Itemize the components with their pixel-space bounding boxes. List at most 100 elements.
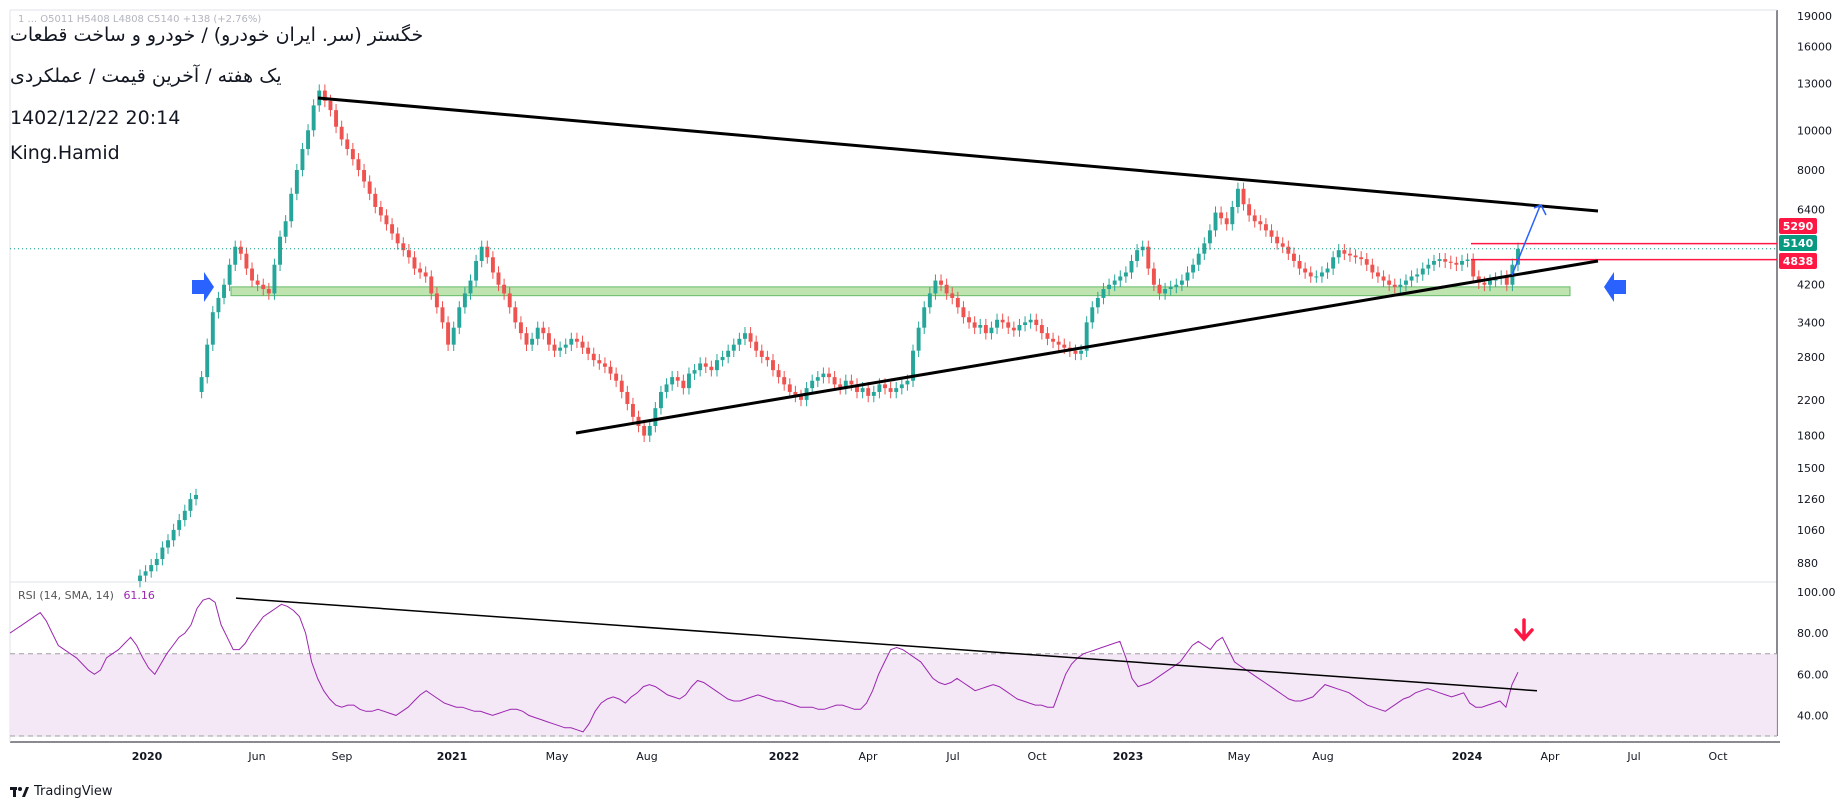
candle-body	[350, 149, 355, 160]
candle-body	[434, 293, 439, 308]
candle-body	[311, 105, 316, 131]
candle-body	[1151, 268, 1156, 285]
candle-body	[194, 494, 198, 500]
candle-body	[182, 510, 187, 521]
candle-body	[255, 280, 260, 285]
rsi-tick-label: 40.00	[1797, 709, 1829, 722]
candle-body	[395, 233, 400, 244]
candle-body	[810, 380, 815, 389]
candle-body	[205, 344, 210, 378]
rsi-band	[10, 653, 1777, 736]
candle-body	[832, 377, 837, 385]
candle-body	[1174, 284, 1179, 287]
candle-body	[630, 403, 635, 417]
candle-body	[1062, 344, 1067, 348]
candle-body	[468, 280, 473, 294]
candle-body	[278, 236, 283, 265]
candle-body	[1241, 188, 1246, 205]
candle-body	[602, 363, 607, 367]
price-tick-label: 10000	[1797, 124, 1832, 137]
candle-body	[1000, 319, 1005, 323]
candle-body	[1213, 212, 1218, 231]
candle-body	[983, 325, 988, 334]
candle-body	[995, 319, 1000, 328]
candle-body	[1375, 272, 1380, 277]
candle-body	[1516, 248, 1520, 265]
rsi-pane: 100.00 80.00 60.00 40.00	[9, 586, 1836, 737]
candle-body	[233, 246, 238, 265]
candle-body	[1185, 272, 1190, 281]
candle-body	[580, 341, 585, 348]
candle-body	[1342, 250, 1347, 254]
candle-body	[754, 341, 759, 351]
time-tick-label: 2022	[769, 750, 800, 763]
projection-arrow-head	[1533, 204, 1547, 216]
price-tick-label: 16000	[1797, 41, 1832, 54]
candle-body	[1465, 259, 1470, 261]
candle-body	[1364, 259, 1369, 265]
arrow-left-icon	[1604, 272, 1626, 302]
candle-body	[412, 257, 417, 269]
price-badge	[1779, 235, 1817, 251]
candle-body	[703, 363, 708, 367]
candle-body	[1028, 319, 1033, 323]
candle-body	[154, 559, 159, 566]
price-tick-label: 1500	[1797, 462, 1825, 475]
rsi-trendline	[235, 597, 1538, 692]
candle-body	[1398, 284, 1403, 287]
candle-body	[535, 327, 540, 339]
candle-body	[1319, 272, 1324, 277]
price-badge-text: 5290	[1783, 220, 1814, 233]
chart-title: خگستر (سر. ایران خودرو) / خودرو و ساخت ق…	[10, 24, 424, 46]
candle-body	[294, 170, 299, 194]
candle-body	[1432, 260, 1436, 265]
candle-body	[266, 289, 271, 294]
price-badge-text: 5140	[1783, 237, 1814, 250]
time-tick-label: 2024	[1452, 750, 1483, 763]
candle-body	[451, 327, 456, 345]
candle-body	[569, 338, 574, 345]
candle-body	[1247, 204, 1252, 216]
candle-body	[855, 384, 859, 392]
candle-body	[306, 130, 311, 150]
candle-body	[1123, 272, 1128, 277]
tradingview-brand: TradingView	[34, 784, 113, 799]
candle-body	[1437, 259, 1442, 261]
candle-body	[367, 181, 372, 194]
time-tick-label: 2023	[1113, 750, 1144, 763]
rsi-tick-label: 100.00	[1797, 586, 1836, 599]
candle-body	[989, 327, 994, 334]
candle-body	[1275, 236, 1280, 244]
candle-body	[675, 377, 680, 381]
time-tick-label: Jul	[945, 750, 959, 763]
chart-subtitle: یک هفته / آخرین قیمت / عملکردی	[10, 65, 282, 87]
candle-body	[479, 246, 484, 261]
time-tick-label: Apr	[1540, 750, 1560, 763]
candle-body	[210, 312, 215, 345]
candle-body	[894, 388, 899, 392]
candle-body	[143, 571, 148, 576]
candle-body	[967, 317, 972, 323]
candle-body	[530, 338, 535, 345]
candle-body	[1168, 286, 1173, 290]
candle-body	[1336, 250, 1341, 258]
rsi-line	[9, 597, 1519, 733]
candle-body	[1415, 274, 1420, 277]
candle-body	[1073, 350, 1078, 354]
candle-body	[406, 250, 411, 258]
time-tick-label: Apr	[858, 750, 878, 763]
candle-body	[457, 307, 462, 328]
candle-body	[1051, 338, 1056, 342]
candle-body	[300, 149, 305, 171]
candle-body	[1207, 230, 1212, 244]
candle-body	[1297, 260, 1302, 269]
arrow-down-icon	[1514, 618, 1534, 642]
time-tick-label: Jun	[247, 750, 265, 763]
candle-body	[1482, 282, 1487, 285]
price-tick-label: 19000	[1797, 10, 1832, 23]
candle-body	[485, 246, 490, 258]
tradingview-footer[interactable]: TradingView	[10, 784, 113, 799]
candle-body	[1353, 255, 1358, 258]
candle-body	[681, 380, 686, 389]
